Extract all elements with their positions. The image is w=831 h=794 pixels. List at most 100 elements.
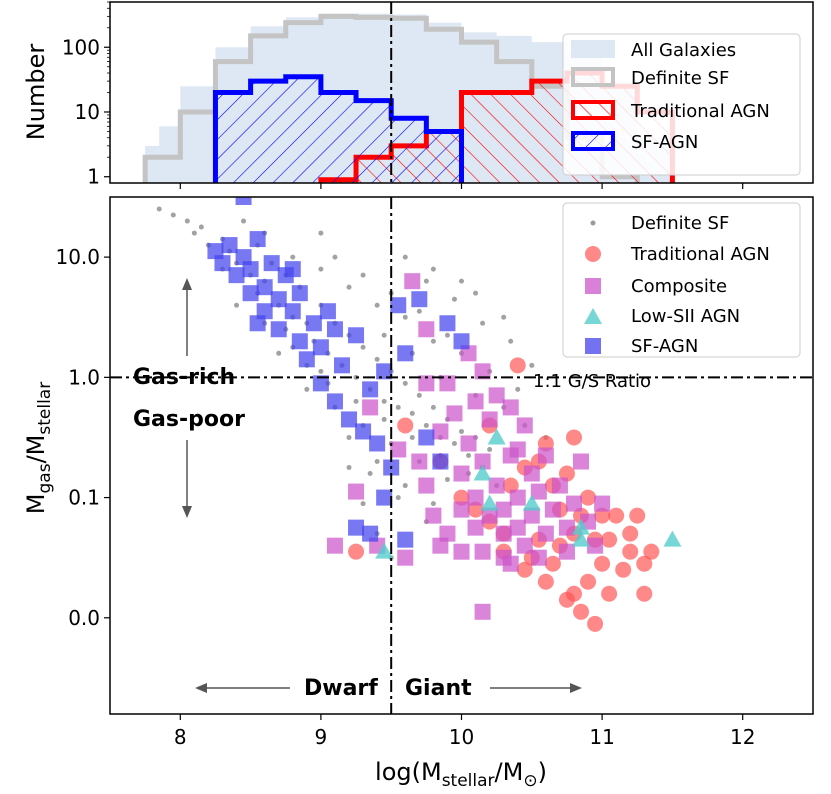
point-sf-agn <box>284 261 301 278</box>
reference-lines <box>110 2 813 714</box>
scatter-legend-sf-agn: SF-AGN <box>631 336 698 357</box>
point-sf-agn <box>256 303 273 320</box>
scatter-series-composite <box>326 273 611 620</box>
point-definite-sf <box>515 386 521 392</box>
point-traditional-agn <box>453 489 470 506</box>
point-sf-agn <box>355 423 372 440</box>
legend-swatch-sf-agn <box>571 131 615 151</box>
point-definite-sf <box>374 356 380 362</box>
point-definite-sf <box>360 272 366 278</box>
point-definite-sf <box>374 302 380 308</box>
scatter-xtick-label: 9 <box>315 725 328 749</box>
point-composite <box>481 411 498 428</box>
point-low-sii-agn <box>663 530 682 547</box>
legend-swatch-traditional-agn <box>571 100 615 120</box>
point-definite-sf <box>451 296 457 302</box>
point-composite <box>495 501 512 518</box>
point-traditional-agn <box>509 357 526 374</box>
scatter-xtick-label: 10 <box>449 725 474 749</box>
point-composite <box>418 321 435 338</box>
point-composite <box>565 495 582 512</box>
point-composite <box>446 405 463 422</box>
point-sf-agn <box>397 345 414 362</box>
point-definite-sf <box>198 224 204 230</box>
point-composite <box>488 387 505 404</box>
point-composite <box>390 441 407 458</box>
point-low-sii-agn <box>375 542 394 559</box>
point-sf-agn <box>235 249 252 266</box>
point-composite <box>530 549 547 566</box>
point-sf-agn <box>390 297 407 314</box>
point-definite-sf <box>459 428 464 434</box>
dwarf-label: Dwarf <box>304 676 378 701</box>
point-definite-sf <box>451 440 457 446</box>
point-composite <box>474 543 491 560</box>
point-definite-sf <box>416 308 422 314</box>
point-definite-sf <box>430 338 436 344</box>
point-traditional-agn <box>594 507 611 524</box>
point-composite <box>474 363 491 380</box>
point-composite <box>523 507 540 524</box>
point-low-sii-agn <box>572 530 591 547</box>
point-composite <box>509 489 526 506</box>
point-definite-sf <box>184 218 190 224</box>
point-definite-sf <box>318 368 324 374</box>
gas-vertical-arrow <box>182 278 192 518</box>
point-composite <box>453 465 470 482</box>
point-composite <box>439 375 456 392</box>
point-composite <box>397 549 414 566</box>
point-traditional-agn <box>565 585 582 602</box>
hist-outline-sf-agn <box>212 74 464 183</box>
point-traditional-agn <box>608 507 625 524</box>
legend-label-all-galaxies: All Galaxies <box>631 40 736 61</box>
scatter-xtick-label: 12 <box>730 725 755 749</box>
point-traditional-agn <box>558 465 575 482</box>
point-low-sii-agn <box>480 494 499 511</box>
point-definite-sf <box>156 206 162 212</box>
hist-hatch-sf-agn <box>215 76 462 183</box>
point-composite <box>404 273 421 290</box>
point-composite <box>573 453 590 470</box>
point-composite <box>530 483 547 500</box>
point-sf-agn <box>249 231 266 248</box>
legend-marker-sf-agn <box>585 338 601 354</box>
point-sf-agn <box>207 243 224 260</box>
point-sf-agn <box>312 375 329 392</box>
point-composite <box>439 525 456 542</box>
point-sf-agn <box>362 381 379 398</box>
point-sf-agn <box>376 489 393 506</box>
point-composite <box>509 441 526 458</box>
point-definite-sf <box>381 416 387 422</box>
legend-marker-composite <box>585 278 601 294</box>
scatter-legend-definite-sf: Definite SF <box>631 213 729 234</box>
point-definite-sf <box>346 465 352 471</box>
giant-label: Giant <box>405 676 472 701</box>
point-composite <box>467 519 484 536</box>
point-sf-agn <box>291 285 308 302</box>
point-composite <box>509 519 526 536</box>
point-definite-sf <box>367 471 373 477</box>
point-traditional-agn <box>622 525 639 542</box>
point-composite <box>523 465 540 482</box>
point-composite <box>348 483 365 500</box>
point-definite-sf <box>346 284 352 290</box>
gas-poor-label: Gas-poor <box>133 407 245 432</box>
point-composite <box>544 501 561 518</box>
scatter-series-sf-agn <box>207 197 470 548</box>
scatter-legend-low-sii-agn: Low-SII AGN <box>631 306 740 327</box>
point-composite <box>418 477 435 494</box>
point-definite-sf <box>501 314 507 320</box>
scatter-xtick-label: 11 <box>589 725 614 749</box>
point-definite-sf <box>290 254 296 260</box>
point-sf-agn <box>291 333 308 350</box>
point-composite <box>594 495 611 512</box>
point-definite-sf <box>508 338 514 344</box>
scatter-panel: 0.0 0.1 1.0 10.0 8 9 10 11 12 Gas-rich Gas-poor… <box>22 2 814 791</box>
point-sf-agn <box>326 321 343 338</box>
point-sf-agn <box>270 321 287 338</box>
point-sf-agn <box>305 315 322 332</box>
scatter-points <box>156 197 682 632</box>
point-definite-sf <box>459 278 464 284</box>
point-definite-sf <box>318 230 324 236</box>
